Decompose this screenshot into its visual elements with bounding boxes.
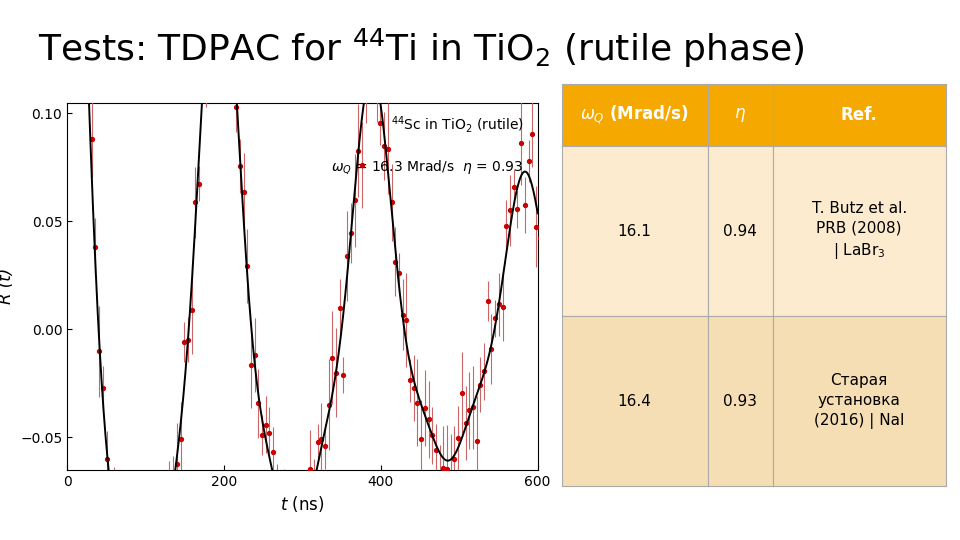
Text: Старая
установка
(2016) | NaI: Старая установка (2016) | NaI (814, 373, 904, 429)
Text: 0.94: 0.94 (723, 224, 757, 239)
Text: 16.1: 16.1 (617, 224, 652, 239)
Text: Ref.: Ref. (841, 106, 877, 124)
Y-axis label: R (t): R (t) (0, 268, 14, 305)
Text: T. Butz et al.
PRB (2008)
| LaBr$_3$: T. Butz et al. PRB (2008) | LaBr$_3$ (811, 201, 907, 261)
Text: $\eta$: $\eta$ (734, 106, 746, 124)
Text: $\omega_Q$ (Mrad/s): $\omega_Q$ (Mrad/s) (580, 104, 689, 126)
Text: $\omega_Q$ = 16.3 Mrad/s  $\eta$ = 0.93: $\omega_Q$ = 16.3 Mrad/s $\eta$ = 0.93 (331, 158, 523, 176)
Text: 0.93: 0.93 (723, 394, 757, 409)
Text: $^{44}$Sc in TiO$_2$ (rutile): $^{44}$Sc in TiO$_2$ (rutile) (391, 113, 523, 134)
X-axis label: $t$ (ns): $t$ (ns) (280, 494, 324, 514)
Text: 16.4: 16.4 (617, 394, 652, 409)
Text: Tests: TDPAC for $^{44}$Ti in TiO$_2$ (rutile phase): Tests: TDPAC for $^{44}$Ti in TiO$_2$ (r… (38, 27, 805, 70)
